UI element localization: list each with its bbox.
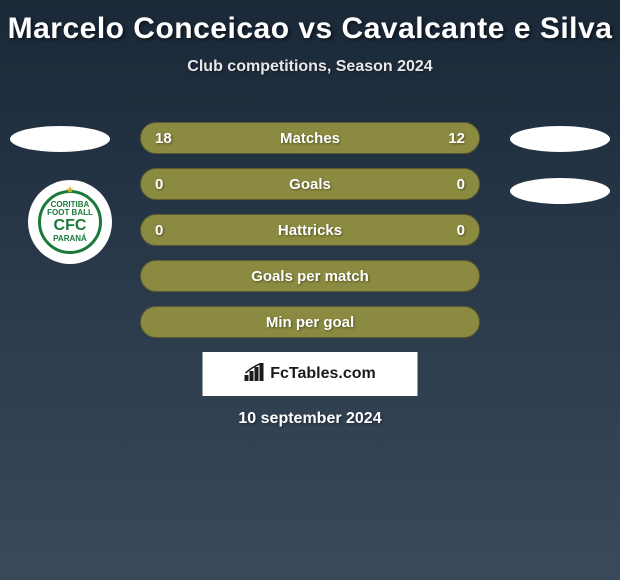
star-icon: ★ — [66, 185, 75, 196]
stat-label: Min per goal — [266, 314, 354, 331]
stat-row-matches: 18 Matches 12 — [140, 122, 480, 154]
stat-row-goals-per-match: Goals per match — [140, 260, 480, 292]
player-right-placeholder-2 — [510, 178, 610, 204]
stat-value-left: 18 — [155, 130, 185, 147]
branding-box[interactable]: FcTables.com — [203, 352, 418, 396]
stat-label: Hattricks — [278, 222, 342, 239]
stat-label: Goals per match — [251, 268, 369, 285]
branding-text: FcTables.com — [270, 365, 376, 383]
stats-container: 18 Matches 12 0 Goals 0 0 Hattricks 0 Go… — [140, 122, 480, 352]
stat-row-min-per-goal: Min per goal — [140, 306, 480, 338]
player-left-placeholder — [10, 126, 110, 152]
player-right-placeholder-1 — [510, 126, 610, 152]
stat-label: Matches — [280, 130, 340, 147]
stat-row-hattricks: 0 Hattricks 0 — [140, 214, 480, 246]
date-text: 10 september 2024 — [238, 410, 381, 428]
page-title: Marcelo Conceicao vs Cavalcante e Silva — [0, 0, 620, 46]
subtitle: Club competitions, Season 2024 — [0, 58, 620, 76]
club-top-text: CORITIBA FOOT BALL — [41, 201, 99, 217]
stat-label: Goals — [289, 176, 331, 193]
club-bottom-text: PARANÁ — [53, 235, 87, 243]
club-abbr: CFC — [54, 217, 87, 235]
stat-value-left: 0 — [155, 176, 185, 193]
club-logo: ★ CORITIBA FOOT BALL CFC PARANÁ — [28, 180, 112, 264]
stat-value-right: 12 — [435, 130, 465, 147]
stat-value-left: 0 — [155, 222, 185, 239]
chart-icon — [244, 363, 264, 386]
stat-value-right: 0 — [435, 222, 465, 239]
stat-row-goals: 0 Goals 0 — [140, 168, 480, 200]
stat-value-right: 0 — [435, 176, 465, 193]
